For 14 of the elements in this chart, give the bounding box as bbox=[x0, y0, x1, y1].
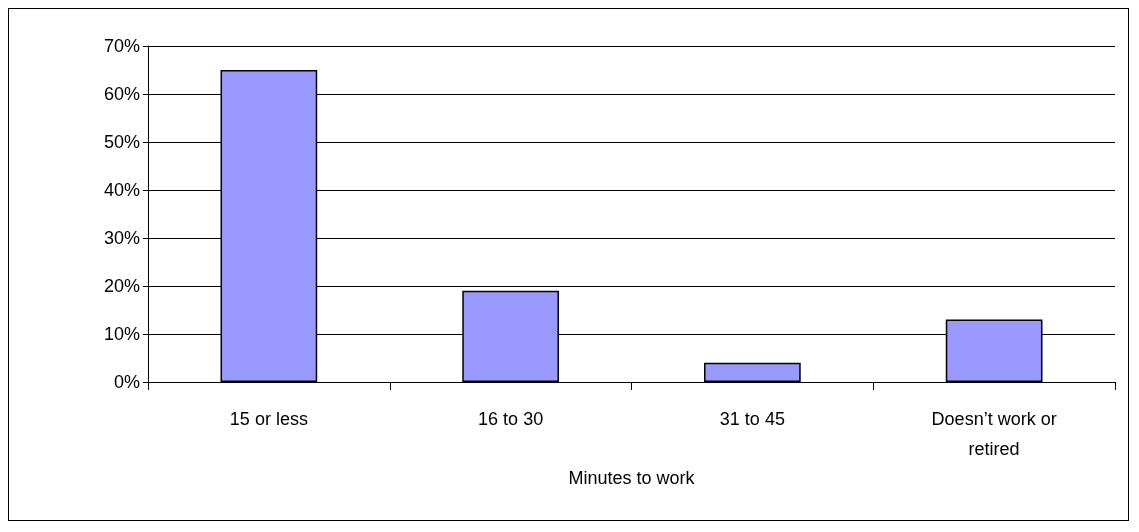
y-tick-label: 10% bbox=[103, 324, 140, 344]
x-tick-label: 31 to 45 bbox=[719, 409, 785, 429]
x-axis-title: Minutes to work bbox=[568, 467, 696, 488]
y-tick-label: 0% bbox=[113, 372, 140, 392]
y-tick-label: 50% bbox=[103, 132, 140, 152]
y-tick-label: 20% bbox=[103, 276, 140, 296]
y-tick-label: 70% bbox=[103, 36, 140, 56]
y-tick-label: 40% bbox=[103, 180, 140, 200]
y-tick-label: 60% bbox=[103, 84, 140, 104]
x-tick-label: Doesn’t work or retired bbox=[931, 409, 1057, 459]
x-tick-label: 15 or less bbox=[229, 409, 308, 429]
x-tick-label: 16 to 30 bbox=[478, 409, 544, 429]
y-tick-label: 30% bbox=[103, 228, 140, 248]
bar bbox=[704, 362, 801, 382]
